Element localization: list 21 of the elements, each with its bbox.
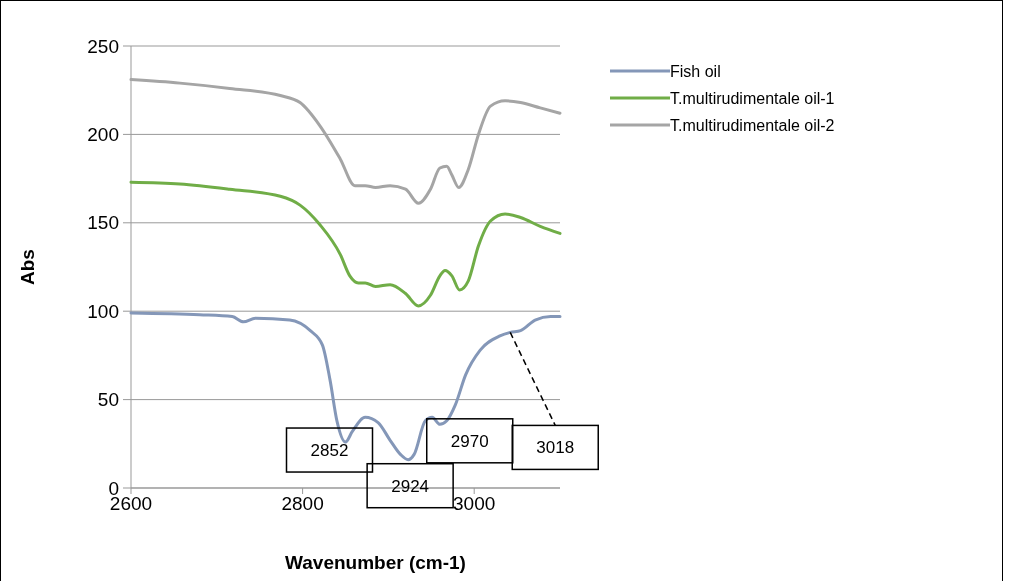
- callout-box: 2924: [366, 462, 454, 509]
- y-tick-label: 250: [87, 35, 119, 57]
- legend-label: T.multirudimentale oil-1: [670, 89, 835, 107]
- annotation: 2970: [450, 431, 489, 451]
- y-tick-label: 150: [87, 212, 119, 234]
- line-series: [129, 180, 562, 308]
- y-axis-title: Abs: [17, 249, 38, 285]
- annotation: 2924: [391, 476, 430, 496]
- annotation: 2852: [310, 440, 349, 460]
- y-tick-label: 100: [87, 300, 119, 322]
- legend-label: Fish oil: [670, 62, 721, 80]
- y-tick-label: 200: [87, 124, 119, 146]
- annotation: 3018: [536, 438, 575, 458]
- x-axis-title: Wavenumber (cm-1): [285, 552, 466, 573]
- legend-label: T.multirudimentale oil-2: [670, 116, 835, 134]
- x-tick-label: 2800: [281, 493, 324, 514]
- y-tick-label: 50: [97, 389, 119, 411]
- callout-box: 3018: [509, 331, 599, 471]
- callout-box: 2970: [426, 418, 514, 464]
- callout-box: 2852: [285, 427, 374, 473]
- x-tick-label: 3000: [453, 493, 496, 514]
